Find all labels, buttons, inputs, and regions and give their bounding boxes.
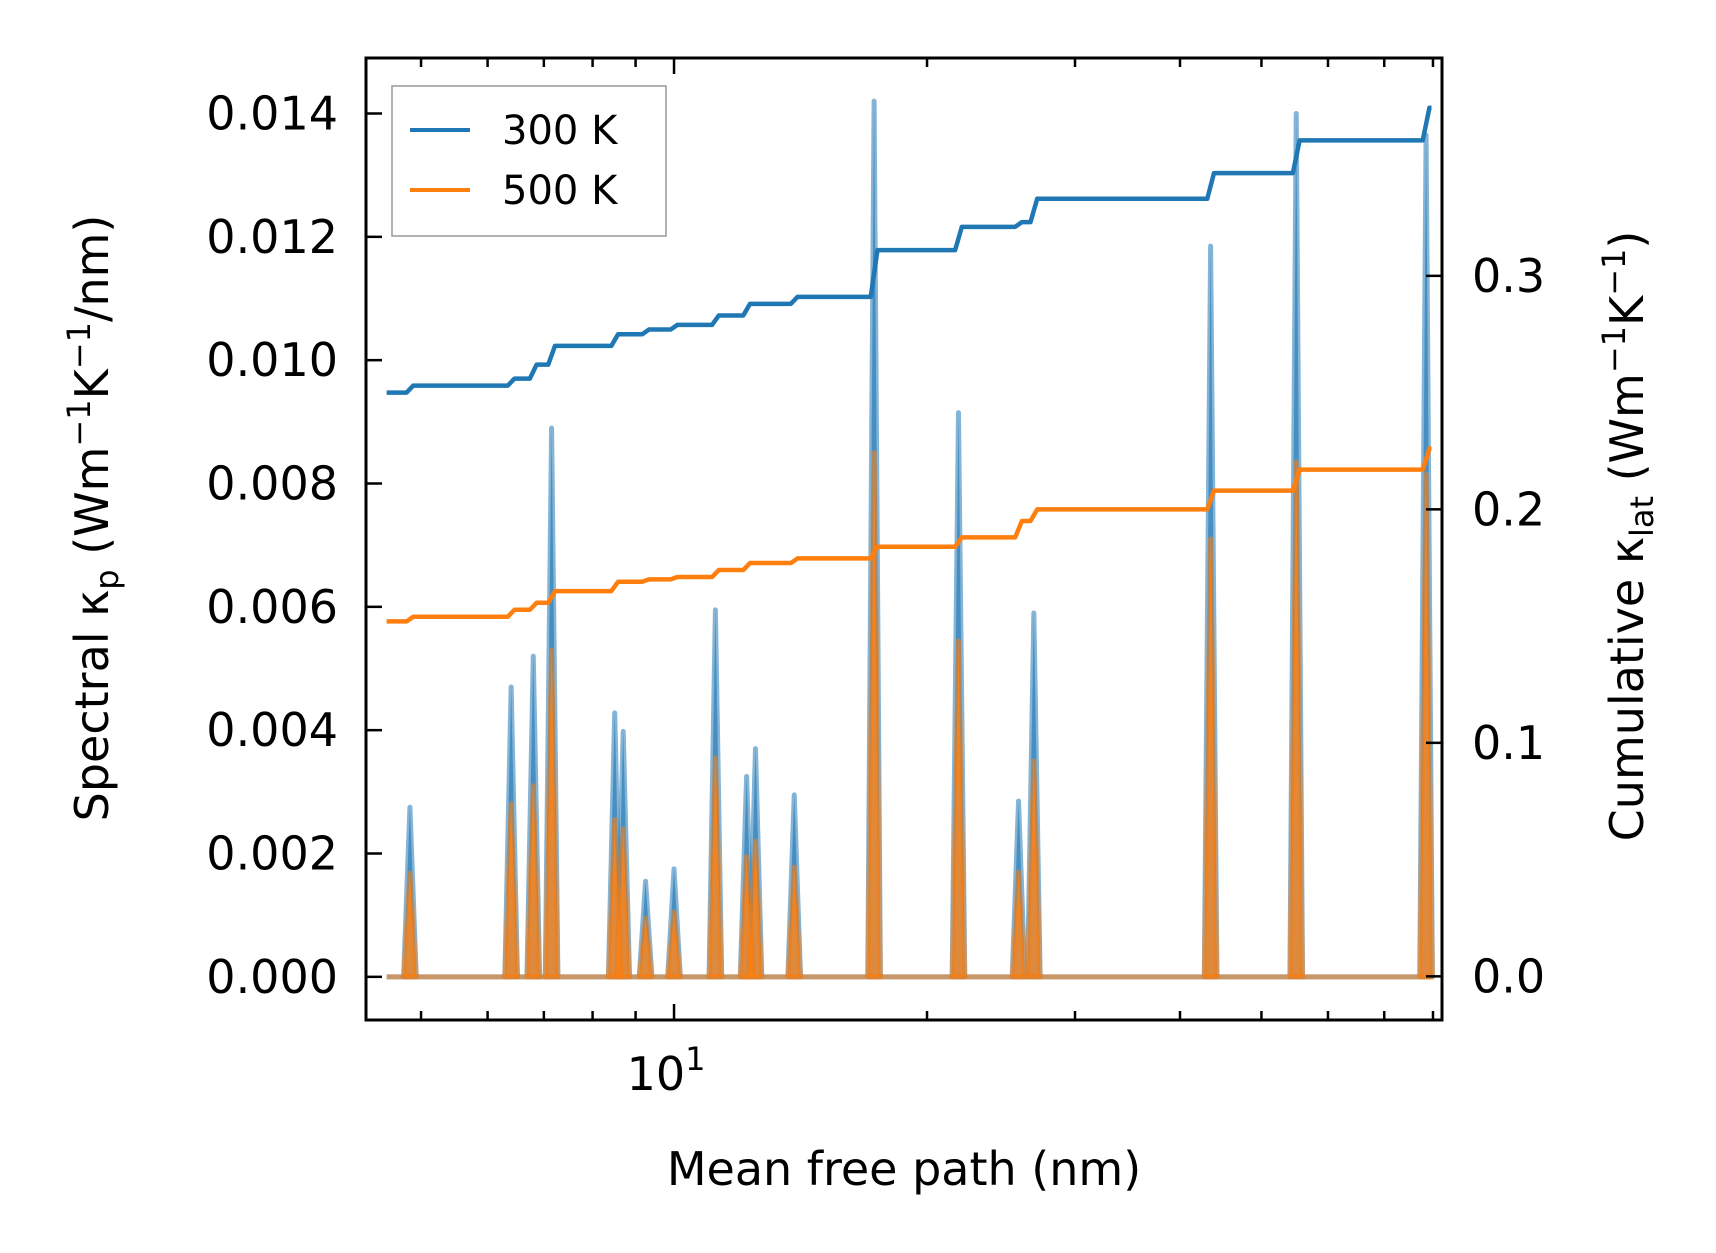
y-left-unit-a: (Wm xyxy=(65,447,119,570)
x-axis-label: Mean free path (nm) xyxy=(667,1142,1141,1196)
y-left-sup-a: −1 xyxy=(60,399,98,446)
y-left-sub: p xyxy=(88,569,126,589)
y-left-tick-label-1: 0.000 xyxy=(206,950,338,1004)
y-left-tick-label-8: 0.014 xyxy=(206,87,338,141)
legend-label-500k: 500 K xyxy=(502,168,619,214)
y-left-main: Spectral κ xyxy=(65,590,119,822)
legend-label-300k: 300 K xyxy=(502,108,619,154)
y-right-tick-label-1: 0.0 xyxy=(1472,949,1545,1003)
x-tick-label-exp: 1 xyxy=(685,1040,705,1078)
y-left-tick-label-7: 0.012 xyxy=(206,210,338,264)
y-right-unit-c: ) xyxy=(1600,231,1654,249)
y-left-tick-label-2: 0.002 xyxy=(206,827,338,881)
y-right-sup-b: −1 xyxy=(1595,249,1633,296)
cumulative-line-500k xyxy=(387,449,1432,622)
y-right-unit-a: (Wm xyxy=(1600,373,1654,496)
y-axis-label-left: Spectral κp (Wm−1K−1/nm) xyxy=(60,215,126,822)
y-right-sup-a: −1 xyxy=(1595,326,1633,373)
y-right-tick-label-2: 0.1 xyxy=(1472,716,1545,770)
legend: 300 K 500 K xyxy=(392,86,666,236)
y-right-unit-b: K xyxy=(1600,294,1654,326)
y-left-tick-label-5: 0.008 xyxy=(206,457,338,511)
y-left-unit-c: /nm) xyxy=(65,215,119,322)
y-right-tick-label-4: 0.3 xyxy=(1472,249,1545,303)
y-left-unit-b: K xyxy=(65,367,119,399)
chart: 1010.0000.0020.0040.0060.0080.0100.0120.… xyxy=(0,0,1716,1253)
y-left-tick-label-3: 0.004 xyxy=(206,703,338,757)
x-tick-label-base: 10 xyxy=(627,1047,686,1101)
y-axis-label-right: Cumulative κlat (Wm−1K−1) xyxy=(1595,231,1661,842)
y-right-tick-label-3: 0.2 xyxy=(1472,482,1545,536)
y-right-sub: lat xyxy=(1623,496,1661,537)
y-left-tick-label-4: 0.006 xyxy=(206,580,338,634)
y-left-sup-b: −1 xyxy=(60,322,98,369)
x-tick-label-1: 101 xyxy=(627,1040,706,1101)
y-left-tick-label-6: 0.010 xyxy=(206,333,338,387)
y-right-main: Cumulative κ xyxy=(1600,537,1654,841)
